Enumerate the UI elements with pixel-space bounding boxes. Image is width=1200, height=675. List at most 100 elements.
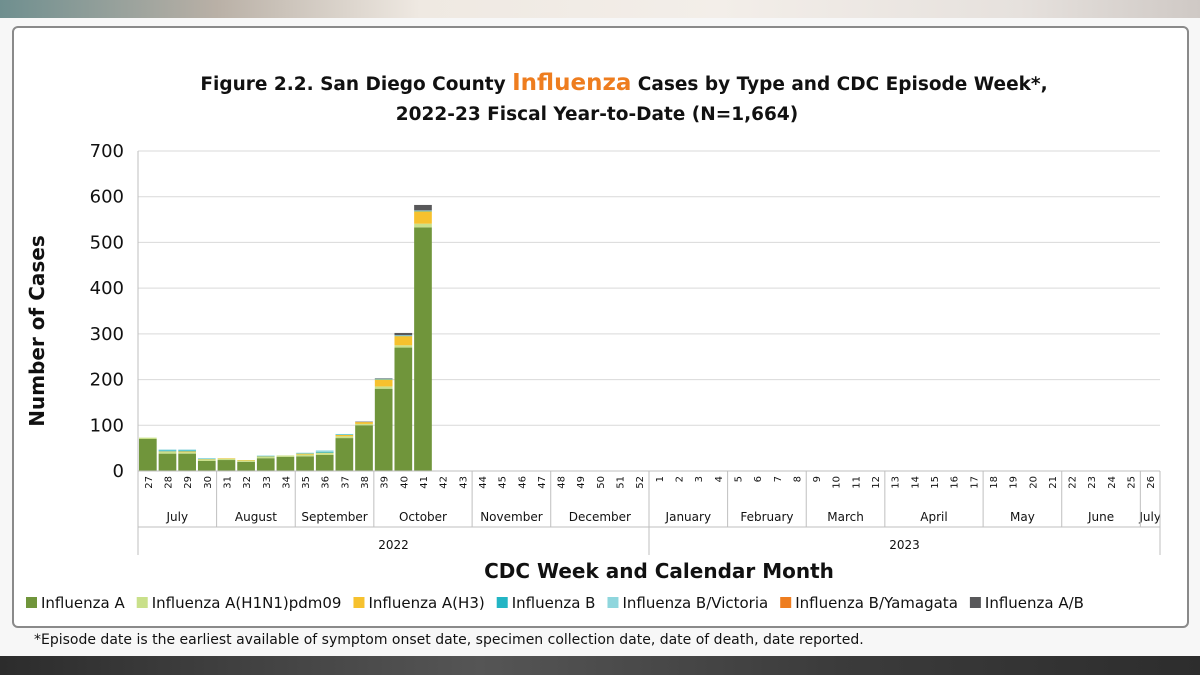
presentation-slide: Figure 2.2. San Diego County Influenza C…	[0, 18, 1200, 658]
legend-label: Influenza B	[512, 594, 596, 612]
footnote: *Episode date is the earliest available …	[34, 632, 864, 648]
legend-label: Influenza B/Yamagata	[795, 594, 958, 612]
chart-title: Figure 2.2. San Diego County Influenza C…	[200, 70, 1047, 96]
bar-segment	[374, 386, 393, 389]
x-tick-label: 10	[832, 476, 843, 489]
x-tick-label: 24	[1107, 476, 1118, 489]
legend-swatch	[496, 597, 508, 608]
bar-segment	[197, 460, 216, 471]
bar-segment	[237, 460, 255, 462]
x-axis: 27 28 29 30 31 32 33 34 35 36 37 38 39 40 41 42 43 44 45 46…	[137, 470, 1161, 555]
x-tick-label: 12	[871, 476, 882, 489]
bar-segment	[355, 423, 373, 426]
x-tick-label: 11	[851, 476, 862, 489]
bar-segment	[178, 452, 196, 454]
year-label: 2023	[889, 538, 920, 552]
x-tick-label: 2	[674, 476, 685, 482]
bar-segment	[394, 347, 413, 471]
x-tick-label: 47	[537, 476, 548, 489]
x-tick-label: 49	[576, 476, 587, 489]
x-tick-label: 31	[222, 476, 233, 489]
x-tick-label: 1	[655, 476, 666, 482]
x-tick-label: 19	[1009, 476, 1020, 489]
month-label: April	[920, 510, 947, 524]
x-tick-label: 45	[498, 476, 509, 489]
bar-segment	[197, 459, 216, 461]
bar-segment	[158, 453, 177, 471]
x-tick-label: 6	[753, 476, 764, 482]
y-axis-ticks: 0 100 200 300 400 500 600 700	[90, 141, 124, 482]
x-tick-label: 8	[792, 476, 803, 482]
bar-segment	[315, 453, 334, 455]
bar-segment	[394, 336, 413, 346]
x-tick-label: 20	[1028, 476, 1039, 489]
month-label: June	[1087, 510, 1114, 524]
x-tick-label: 36	[321, 476, 332, 489]
legend-swatch	[26, 597, 37, 608]
month-label: January	[665, 510, 712, 524]
bar-segment	[315, 450, 334, 452]
legend-swatch	[353, 597, 365, 608]
bar-segment	[296, 453, 314, 455]
legend-swatch	[780, 597, 792, 608]
bar-segment	[178, 451, 196, 453]
x-tick-label: 52	[635, 476, 646, 489]
x-tick-label: 14	[910, 476, 921, 489]
y-tick-label: 400	[90, 278, 124, 299]
bar-segment	[315, 455, 334, 471]
x-tick-label: 46	[517, 476, 528, 489]
x-tick-label: 41	[419, 476, 430, 489]
bar-segment	[237, 461, 255, 471]
x-tick-label: 18	[989, 476, 1000, 489]
bar-segment	[138, 437, 157, 439]
x-tick-label: 17	[969, 476, 980, 489]
bar-segment	[414, 227, 432, 471]
bar-segment	[276, 455, 295, 457]
x-tick-label: 9	[812, 476, 823, 482]
x-tick-label: 23	[1087, 476, 1098, 489]
y-tick-label: 100	[90, 415, 124, 436]
y-tick-label: 0	[113, 461, 124, 482]
x-tick-label: 30	[203, 476, 214, 489]
bar-segment	[315, 451, 334, 453]
month-label: February	[740, 510, 793, 524]
x-axis-title: CDC Week and Calendar Month	[484, 559, 834, 583]
y-tick-label: 300	[90, 324, 124, 345]
bar-segment	[355, 422, 373, 424]
x-tick-label: 33	[262, 476, 273, 489]
x-tick-label: 34	[281, 476, 292, 489]
chart-subtitle: 2022-23 Fiscal Year-to-Date (N=1,664)	[396, 104, 798, 125]
x-tick-label: 48	[557, 476, 568, 489]
legend-label: Influenza A	[41, 594, 125, 612]
x-tick-label: 21	[1048, 476, 1059, 489]
bar-segment	[394, 332, 413, 336]
y-tick-label: 700	[90, 141, 124, 162]
x-tick-label: 40	[399, 476, 410, 489]
legend-label: Influenza A/B	[985, 594, 1084, 612]
bar-segment	[355, 425, 373, 471]
x-tick-label: 28	[163, 476, 174, 489]
bar-segment	[256, 458, 275, 471]
x-tick-label: 51	[616, 476, 627, 489]
y-tick-label: 500	[90, 232, 124, 253]
month-label: September	[301, 510, 367, 524]
month-label: May	[1010, 510, 1035, 524]
bar-segment	[138, 439, 157, 471]
x-tick-label: 29	[183, 476, 194, 489]
x-tick-label: 25	[1127, 476, 1138, 489]
bar-segment	[217, 458, 236, 461]
bar-segment	[178, 450, 196, 452]
bar-segment	[394, 345, 413, 348]
month-label: July	[1138, 510, 1161, 524]
influenza-chart: Figure 2.2. San Diego County Influenza C…	[25, 70, 1161, 612]
legend-swatch	[136, 597, 148, 608]
bar-segment	[414, 211, 432, 224]
bar-segment	[256, 456, 275, 459]
legend-label: Influenza B/Victoria	[622, 594, 768, 612]
year-label: 2022	[378, 538, 409, 552]
x-tick-label: 38	[360, 476, 371, 489]
x-tick-label: 7	[773, 476, 784, 482]
x-tick-label: 15	[930, 476, 941, 489]
video-background-bottom	[0, 656, 1200, 675]
chart-title-highlight: Influenza	[512, 70, 631, 96]
